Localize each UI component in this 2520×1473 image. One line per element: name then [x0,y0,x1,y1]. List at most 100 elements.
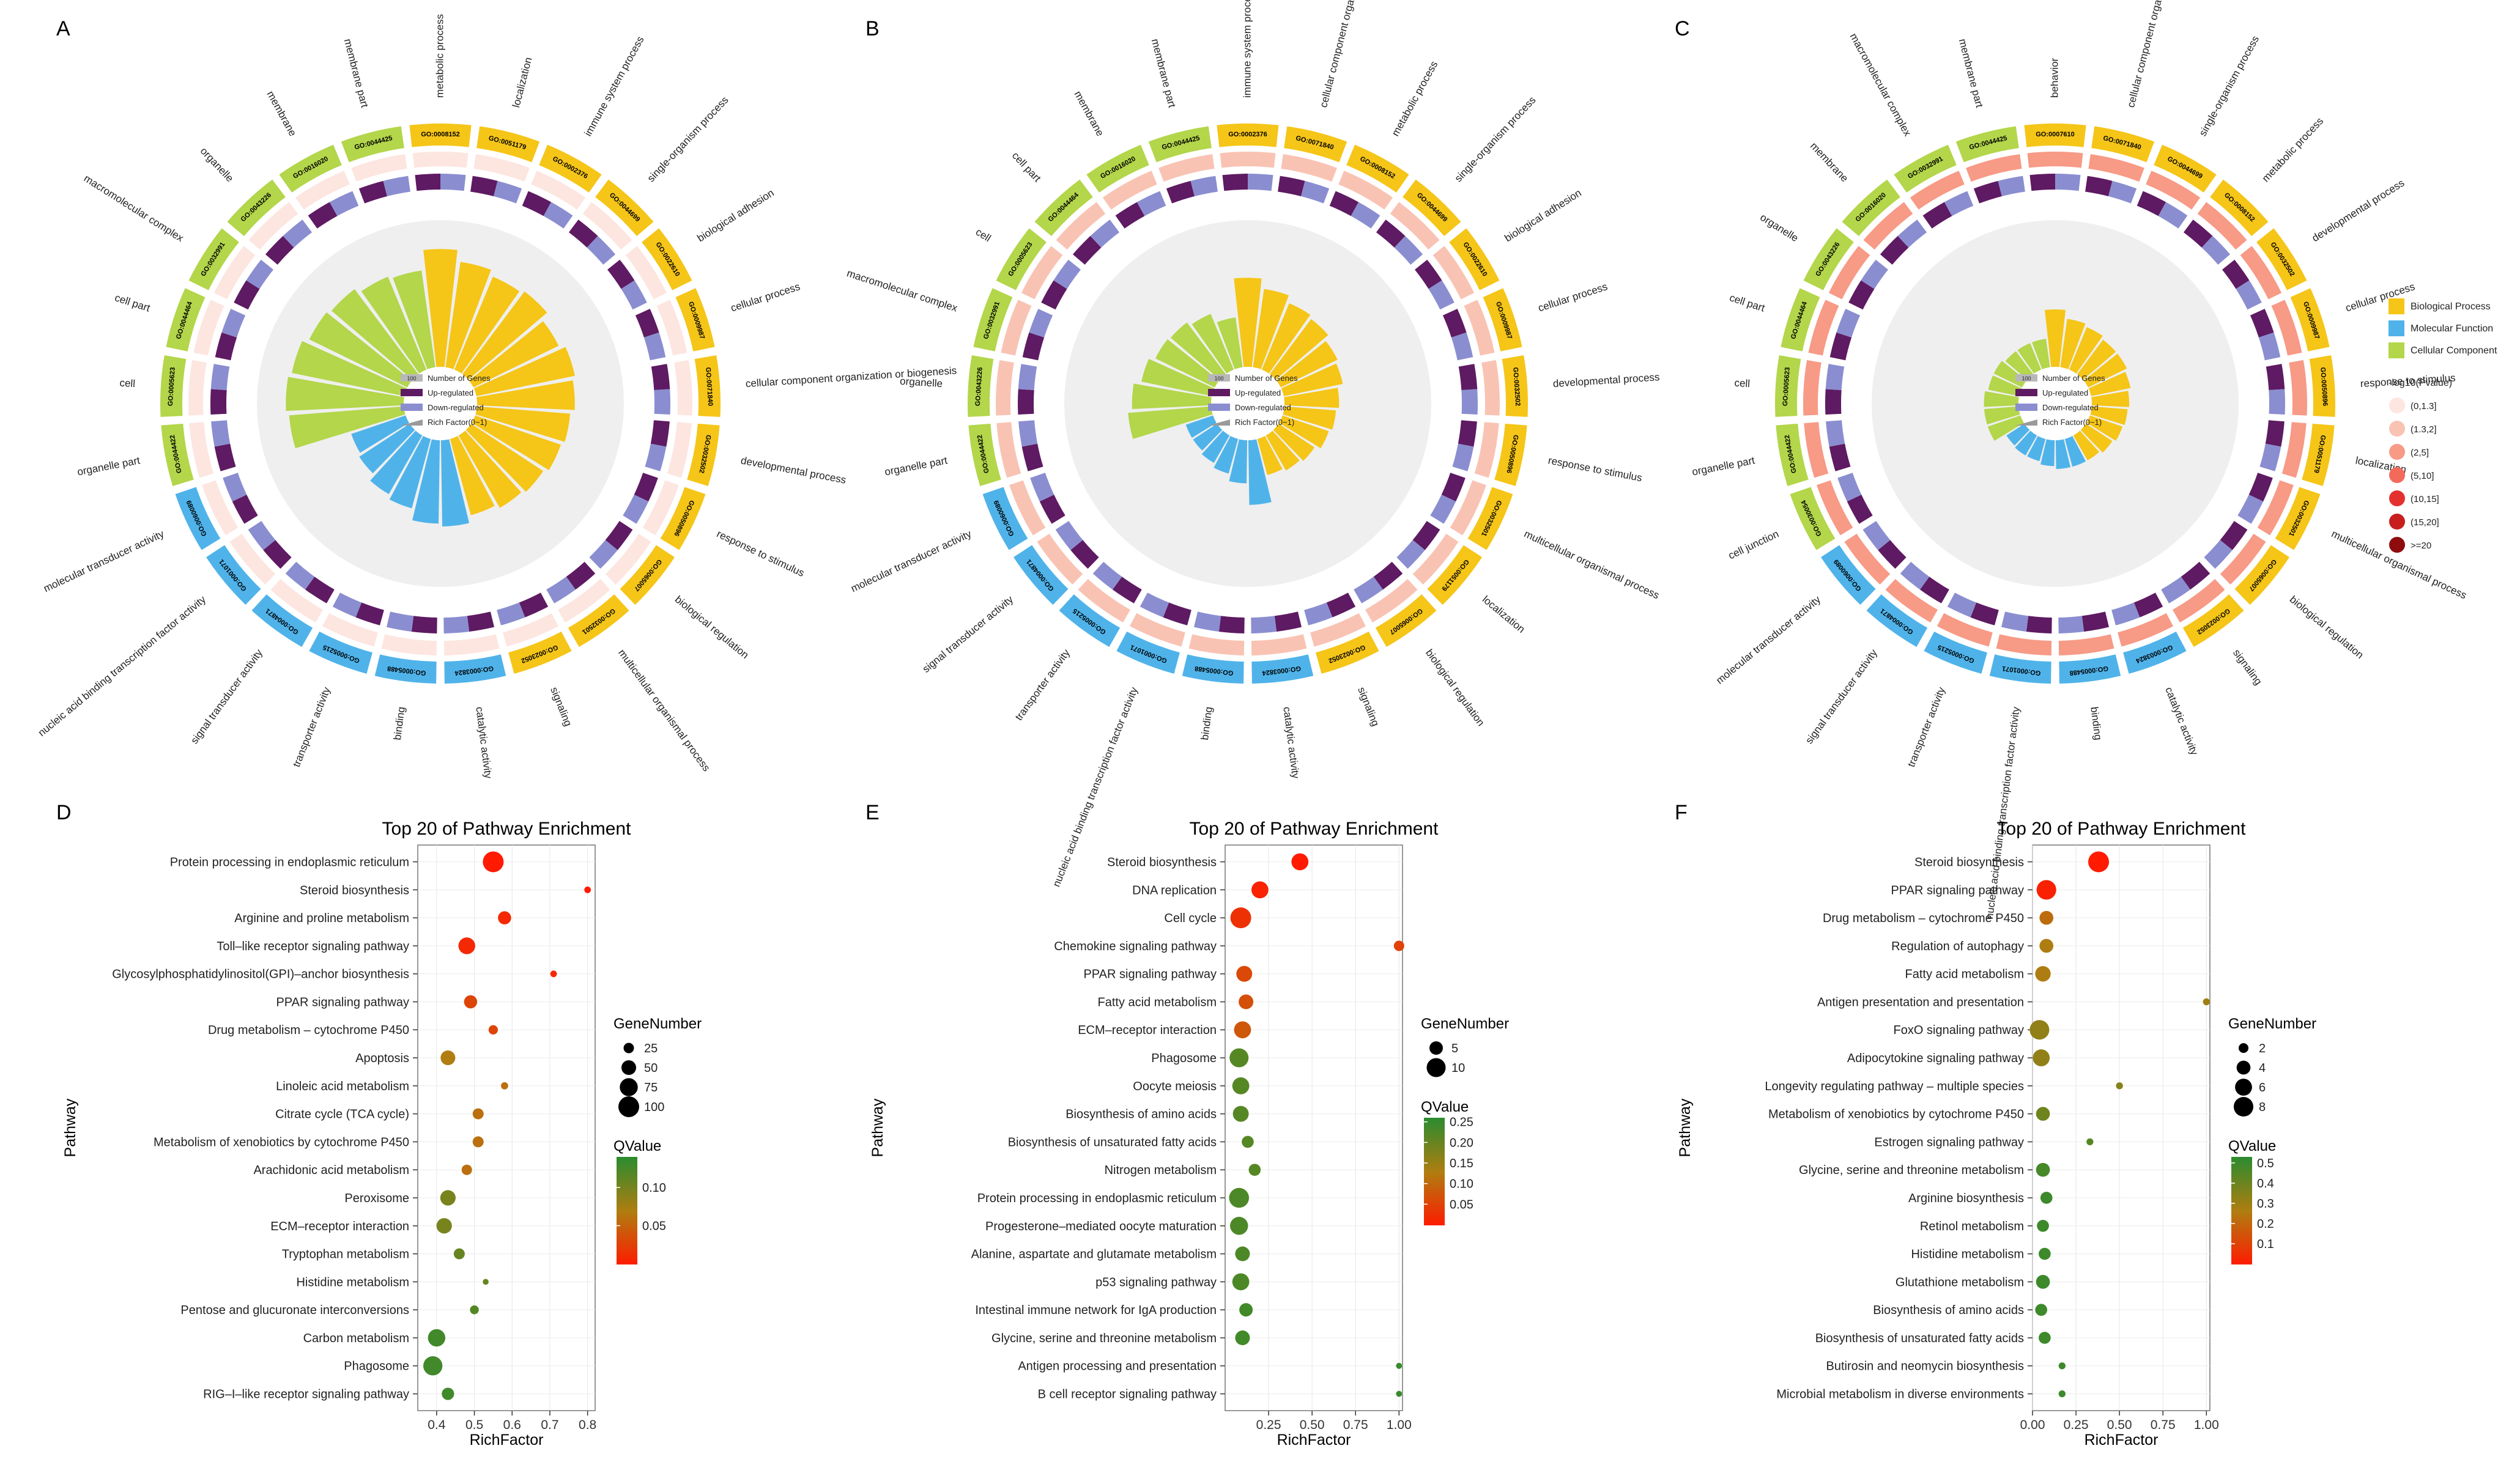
color-bar-step [2231,1218,2252,1222]
go-id-label: GO:0043226 [974,367,984,406]
go-id-band [2091,126,2155,163]
up-regulated-bar [1115,202,1145,229]
down-regulated-bar [643,332,666,361]
up-regulated-bar [1415,259,1442,289]
pvalue-band [1828,246,1870,300]
go-id-band [341,126,404,163]
up-regulated-bar [232,495,258,524]
color-bar-step [2231,1239,2252,1243]
pvalue-band [2271,300,2302,356]
color-bar-step [617,1157,637,1161]
go-term-label: membrane [1072,89,1106,138]
pvalue-band [202,480,239,536]
color-tick-label: 0.25 [1450,1116,1473,1129]
go-id-band [279,144,342,193]
go-id-band [374,654,437,684]
size-legend-dot [1429,1041,1443,1055]
down-regulated-bar [2259,443,2281,471]
up-regulated-bar [605,520,633,550]
color-tick-label: 0.4 [2257,1177,2274,1191]
pathway-label: Toll–like receptor signaling pathway [217,940,409,953]
pvalue-band [2220,533,2266,585]
up-regulated-bar [2220,520,2248,550]
go-id-label: GO:0008152 [421,131,460,138]
go-term-label: signal transducer activity [188,647,265,746]
rich-factor-bar [370,430,423,495]
pathway-point [472,1108,484,1120]
pvalue-band [1129,613,1185,647]
pathway-point [436,1218,452,1234]
go-id-band [227,179,286,237]
down-regulated-bar [1053,259,1081,289]
down-regulated-bar [1190,175,1218,196]
rich-factor-bar [1269,319,1329,380]
up-regulated-bar [210,389,227,415]
color-tick-label: 0.15 [1450,1157,1473,1170]
down-regulated-bar [1826,420,1845,447]
go-id-label: GO:0071840 [704,367,714,406]
go-term-label: cellular process [1536,281,1609,314]
pvalue-bin-label: (10,15] [2411,494,2439,504]
pathway-label: B cell receptor signaling pathway [1038,1388,1217,1401]
pathway-point [2036,880,2056,900]
color-bar-step [2231,1250,2252,1254]
down-regulated-bar [1430,495,1456,524]
pvalue-bin-label: (2,5] [2411,448,2429,458]
pvalue-swatch [2389,467,2405,483]
pathway-point [488,1025,498,1035]
dot-plot-e: Top 20 of Pathway Enrichment 0.25 0.50 0.75… [869,819,1509,1449]
color-tick-label: 0.5 [2257,1157,2274,1170]
go-id-band [982,487,1028,550]
pathway-point [2037,1219,2049,1232]
pathway-point [1229,1187,1250,1208]
y-axis-label: Pathway [62,1098,79,1157]
plot-panel [2032,844,2211,1411]
go-term-label: signaling [548,685,574,728]
color-bar-step [2231,1194,2252,1198]
pvalue-swatch [2389,537,2405,553]
pathway-label: ECM–receptor interaction [270,1220,409,1233]
chart-title: Top 20 of Pathway Enrichment [1190,819,1439,839]
pathway-point [442,1387,454,1400]
up-regulated-bar [1376,220,1406,248]
pathway-point [2036,1162,2050,1177]
go-id-band [1403,179,1461,237]
up-regulated-bar [234,280,260,310]
down-regulated-bar [2269,389,2285,415]
color-bar-step [617,1178,637,1182]
legend-label: Up-regulated [2042,388,2088,397]
color-tick-label: 0.20 [1450,1136,1473,1150]
pvalue-band [1817,480,1853,536]
x-tick-label: 0.7 [541,1418,558,1432]
up-regulated-bar [215,332,237,361]
color-bar-step [2231,1208,2252,1211]
rich-factor-bar [1229,439,1248,484]
color-tick-label: 0.2 [2257,1217,2274,1231]
go-term-label: membrane part [1957,37,1985,109]
go-term-label: nucleic acid binding transcription facto… [36,593,209,739]
pathway-point [2040,1192,2053,1204]
pathway-label: Histidine metabolism [296,1275,409,1289]
rich-factor-bar [2060,319,2086,369]
pathway-point [1291,853,1309,871]
pvalue-band [2240,246,2282,300]
up-regulated-bar [2266,364,2285,391]
pvalue-band [642,480,679,536]
pvalue-band [1220,152,1276,168]
up-regulated-bar [2248,473,2273,502]
up-regulated-bar [2081,611,2110,632]
color-bar-step [1424,1222,1445,1225]
size-legend-dot [2238,1043,2249,1054]
pvalue-band [1281,154,1337,182]
down-regulated-bar [654,389,670,415]
up-regulated-bar [355,602,384,626]
go-term-label: cell junction [1727,528,1781,561]
go-id-band [973,288,1013,352]
pvalue-band [1158,154,1215,182]
rich-factor-bar [361,276,427,374]
go-term-label: behavior [2048,57,2060,98]
down-regulated-bar [2204,540,2233,569]
chart-title: Top 20 of Pathway Enrichment [1997,819,2247,839]
go-term-label: cell part [113,292,152,314]
